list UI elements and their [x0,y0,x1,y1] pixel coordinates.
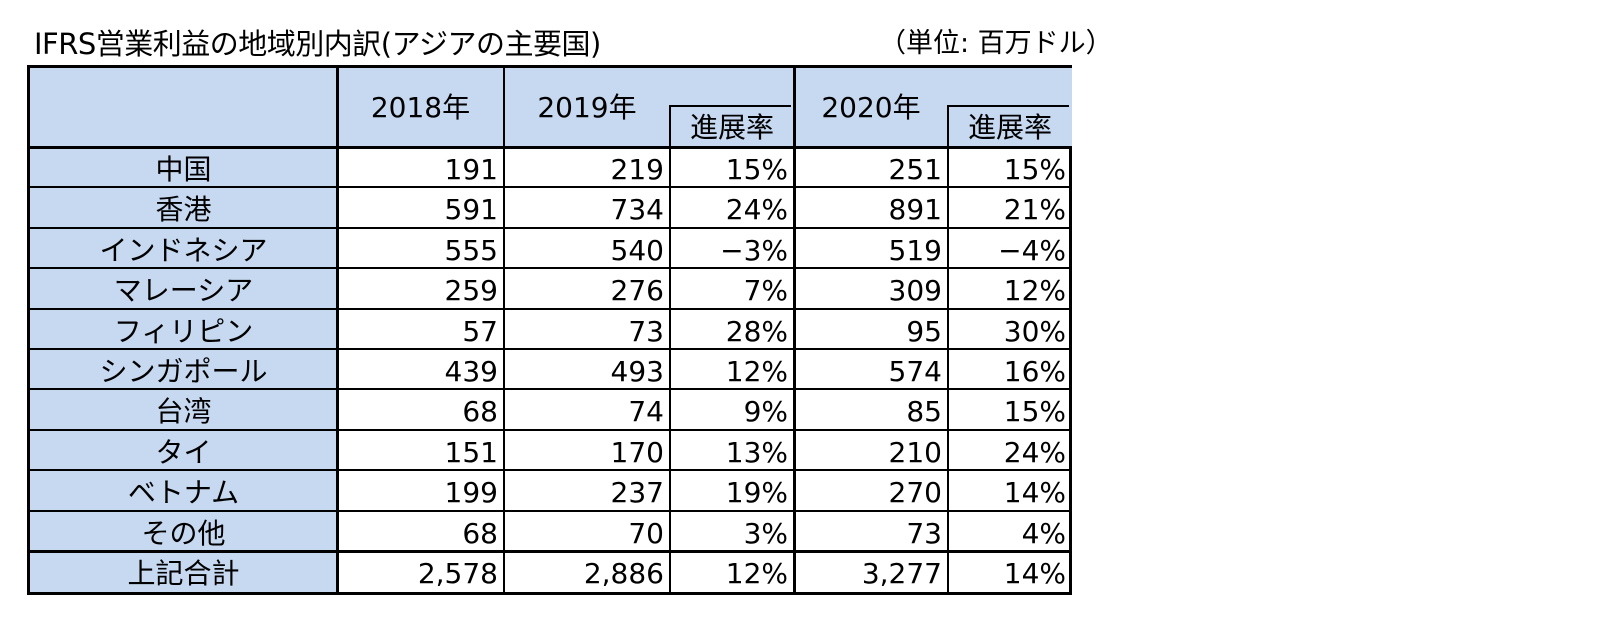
page-title: IFRS営業利益の地域別内訳(アジアの主要国) [34,27,601,61]
cell-rate-2019: 19% [725,476,788,510]
cell-rate-2020: 14% [1003,476,1066,510]
cell-2019: 276 [610,274,664,308]
column-divider [793,68,796,592]
row-divider [30,307,1069,310]
header-sub-line-2019 [670,105,791,107]
row-divider [30,226,1069,229]
header-sub-line-2020 [948,105,1069,107]
column-divider [503,68,505,592]
cell-rate-2020: 15% [1003,153,1066,186]
row-divider [30,469,1069,472]
cell-rate-2019: 12% [725,355,788,388]
header-2018: 2018年 [337,68,504,146]
header-rate-2019: 進展率 [670,106,794,146]
cell-2019: 2,886 [583,557,664,590]
cell-2020: 309 [888,274,942,308]
cell-rate-2020: 14% [1003,557,1066,590]
unit-note: （単位: 百万ドル） [879,28,1113,59]
cell-2020: 95 [906,314,942,348]
cell-2018: 199 [444,476,498,510]
cell-2019: 170 [610,435,664,469]
cell-rate-2020: 15% [1003,395,1066,429]
cell-rate-2020: 30% [1003,314,1066,348]
cell-2018: 2,578 [417,557,498,590]
cell-2020: 210 [888,435,942,469]
column-divider [336,68,339,592]
cell-2019: 73 [628,314,664,348]
cell-2018: 68 [462,395,498,429]
cell-2018: 555 [444,233,498,267]
row-label: マレーシア [30,269,337,310]
row-label: 香港 [30,188,337,229]
cell-rate-2020: 21% [1003,193,1066,227]
cell-rate-2019: 24% [725,193,788,227]
row-divider [30,550,1069,553]
cell-rate-2020: −4% [998,233,1066,267]
cell-2018: 439 [444,355,498,388]
column-divider [947,105,949,592]
data-table: 2018年 2019年 2020年 進展率 進展率 中国 191 219 15% 251… [27,65,1072,595]
row-label: 中国 [30,148,337,189]
cell-rate-2019: 28% [725,314,788,348]
cell-2019: 237 [610,476,664,510]
row-label: その他 [30,511,337,552]
cell-rate-2019: −3% [720,233,788,267]
row-label: タイ [30,430,337,472]
cell-rate-2019: 12% [725,557,788,590]
row-label: ベトナム [30,471,337,512]
header-corner-cell [30,68,337,146]
cell-2020: 519 [888,233,942,267]
cell-rate-2020: 12% [1003,274,1066,308]
cell-rate-2020: 4% [1021,516,1066,550]
cell-2020: 85 [906,395,942,429]
cell-2019: 219 [610,153,664,186]
cell-2019: 734 [610,193,664,227]
row-label: シンガポール [30,350,337,391]
cell-rate-2019: 15% [725,153,788,186]
cell-2018: 57 [462,314,498,348]
column-divider [669,105,671,592]
cell-2019: 540 [610,233,664,267]
row-label: 上記合計 [30,552,337,593]
cell-2020: 270 [888,476,942,510]
cell-2019: 70 [628,516,664,550]
cell-2020: 574 [888,355,942,388]
cell-2018: 259 [444,274,498,308]
row-label: インドネシア [30,228,337,270]
row-label: 台湾 [30,390,337,431]
cell-rate-2019: 3% [743,516,788,550]
header-rate-2020: 進展率 [948,106,1072,146]
cell-2020: 891 [888,193,942,227]
cell-rate-2019: 7% [743,274,788,308]
cell-2018: 591 [444,193,498,227]
cell-rate-2020: 24% [1003,435,1066,469]
row-label: フィリピン [30,309,337,350]
row-divider [30,509,1069,512]
cell-2020: 3,277 [861,557,942,590]
row-divider [30,388,1069,391]
cell-2018: 68 [462,516,498,550]
cell-rate-2019: 13% [725,435,788,469]
row-divider [30,146,1069,149]
cell-2019: 74 [628,395,664,429]
row-divider [30,348,1069,350]
cell-2020: 251 [888,153,942,186]
row-divider [30,186,1069,189]
row-divider [30,267,1069,270]
cell-2019: 493 [610,355,664,388]
cell-2018: 151 [444,435,498,469]
cell-2020: 73 [906,516,942,550]
cell-2018: 191 [444,153,498,186]
row-divider [30,428,1069,431]
cell-rate-2020: 16% [1003,355,1066,388]
cell-rate-2019: 9% [743,395,788,429]
